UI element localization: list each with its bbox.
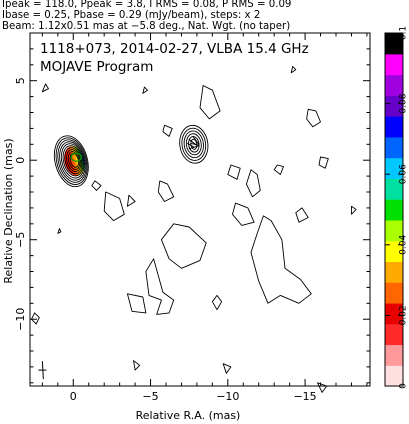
colorbar-segment (385, 344, 403, 366)
contour-blob (41, 83, 49, 93)
knot-contour (190, 138, 198, 150)
colorbar-label: 0.02 (399, 305, 409, 325)
contour-blob (160, 223, 207, 269)
plot-frame (29, 32, 371, 387)
contour-blob (133, 360, 141, 371)
knot-contour (183, 130, 204, 159)
contour-blob (317, 382, 328, 393)
colorbar-segment (385, 53, 403, 76)
core-green-contour (70, 152, 82, 162)
colorbar-label: 0.04 (399, 235, 409, 255)
x-tick-label: 0 (70, 390, 77, 403)
contour-blob (162, 124, 173, 137)
header-line-1: Ipeak = 118.0, Ppeak = 3.8, I RMS = 0.08… (2, 0, 292, 10)
core-contour (62, 145, 84, 177)
core-contour (66, 149, 82, 173)
y-tick-label: −10 (14, 308, 27, 331)
contour-blob (31, 312, 40, 325)
colorbar-segment (385, 33, 403, 55)
header-line-3: Beam: 1.12x0.51 mas at −5.8 deg., Nat. W… (2, 21, 291, 32)
core-contour (55, 137, 88, 185)
contour-blob (57, 228, 62, 234)
contour-blob (306, 108, 321, 128)
contour-blob (250, 215, 312, 304)
contour-layer (31, 65, 357, 393)
colorbar-segment (385, 95, 403, 117)
contour-blob (245, 169, 261, 198)
contour-blob (157, 180, 175, 202)
core-contour (60, 143, 85, 179)
contour-blob (273, 164, 284, 175)
evpa-vector (187, 142, 195, 148)
plot-border (29, 32, 371, 387)
contour-blob (227, 164, 241, 180)
colorbar-label: 0.06 (399, 164, 409, 184)
y-tick-label: 5 (14, 77, 27, 84)
colorbar-segment (385, 302, 403, 325)
colorbar-segment (385, 282, 403, 304)
contour-blob (142, 86, 148, 94)
contour-blob (199, 85, 221, 120)
colorbar-segment (385, 323, 403, 346)
core-contour (53, 135, 89, 188)
x-axis-title: Relative R.A. (mas) (136, 409, 241, 422)
colorbar-segment (385, 365, 403, 387)
colorbar-segment (385, 116, 403, 138)
colorbar-border (384, 32, 404, 387)
colorbar: 0 0.02 0.04 0.06 0.08 0.1 (384, 26, 409, 389)
contour-blob (126, 293, 147, 314)
colorbar-segment (385, 157, 403, 179)
colorbar-label: 0.1 (399, 26, 409, 40)
colorbar-label: 0 (399, 383, 409, 389)
core-contour (69, 153, 80, 168)
contour-blob (318, 156, 329, 169)
colorbar-segment (385, 219, 403, 242)
knot-contour (179, 124, 209, 164)
knot-contour (181, 127, 207, 161)
colorbar-label: 0.08 (399, 93, 409, 113)
contour-blob (91, 180, 102, 191)
plot-title: 1118+073, 2014-02-27, VLBA 15.4 GHz (40, 41, 309, 57)
plot-subtitle: MOJAVE Program (40, 59, 153, 75)
core-contour (57, 139, 87, 183)
evpa-vector (190, 142, 200, 146)
evpa-vector (192, 136, 200, 145)
knot-contour (185, 133, 202, 156)
contour-blob (103, 191, 125, 222)
y-tick-label: −5 (14, 232, 27, 248)
axis-ticks: 0 −5 −10 −15 5 0 −5 −10 (14, 33, 370, 403)
contour-blob (222, 363, 232, 374)
contour-blob (145, 258, 175, 315)
contour-blob (232, 202, 255, 226)
colorbar-segment (385, 240, 403, 263)
colorbar-segment (385, 74, 403, 96)
colorbar-segment (385, 136, 403, 159)
contour-blob (126, 194, 136, 207)
x-tick-label: −10 (216, 390, 239, 403)
y-axis-title: Relative Declination (mas) (2, 138, 15, 283)
x-tick-label: −5 (142, 390, 158, 403)
core-contour (67, 151, 81, 170)
contour-blob (211, 294, 223, 311)
contour-blob (290, 65, 297, 74)
colorbar-segment (385, 261, 403, 283)
x-tick-label: −15 (293, 390, 316, 403)
header-line-2: Ibase = 0.25, Pbase = 0.29 (mJy/beam), s… (2, 10, 261, 21)
colorbar-segment (385, 199, 403, 221)
y-tick-label: 0 (14, 157, 27, 164)
colorbar-segment (385, 178, 403, 200)
contour-blob (351, 205, 357, 215)
core-contour (59, 141, 86, 181)
contour-blob (295, 207, 309, 223)
